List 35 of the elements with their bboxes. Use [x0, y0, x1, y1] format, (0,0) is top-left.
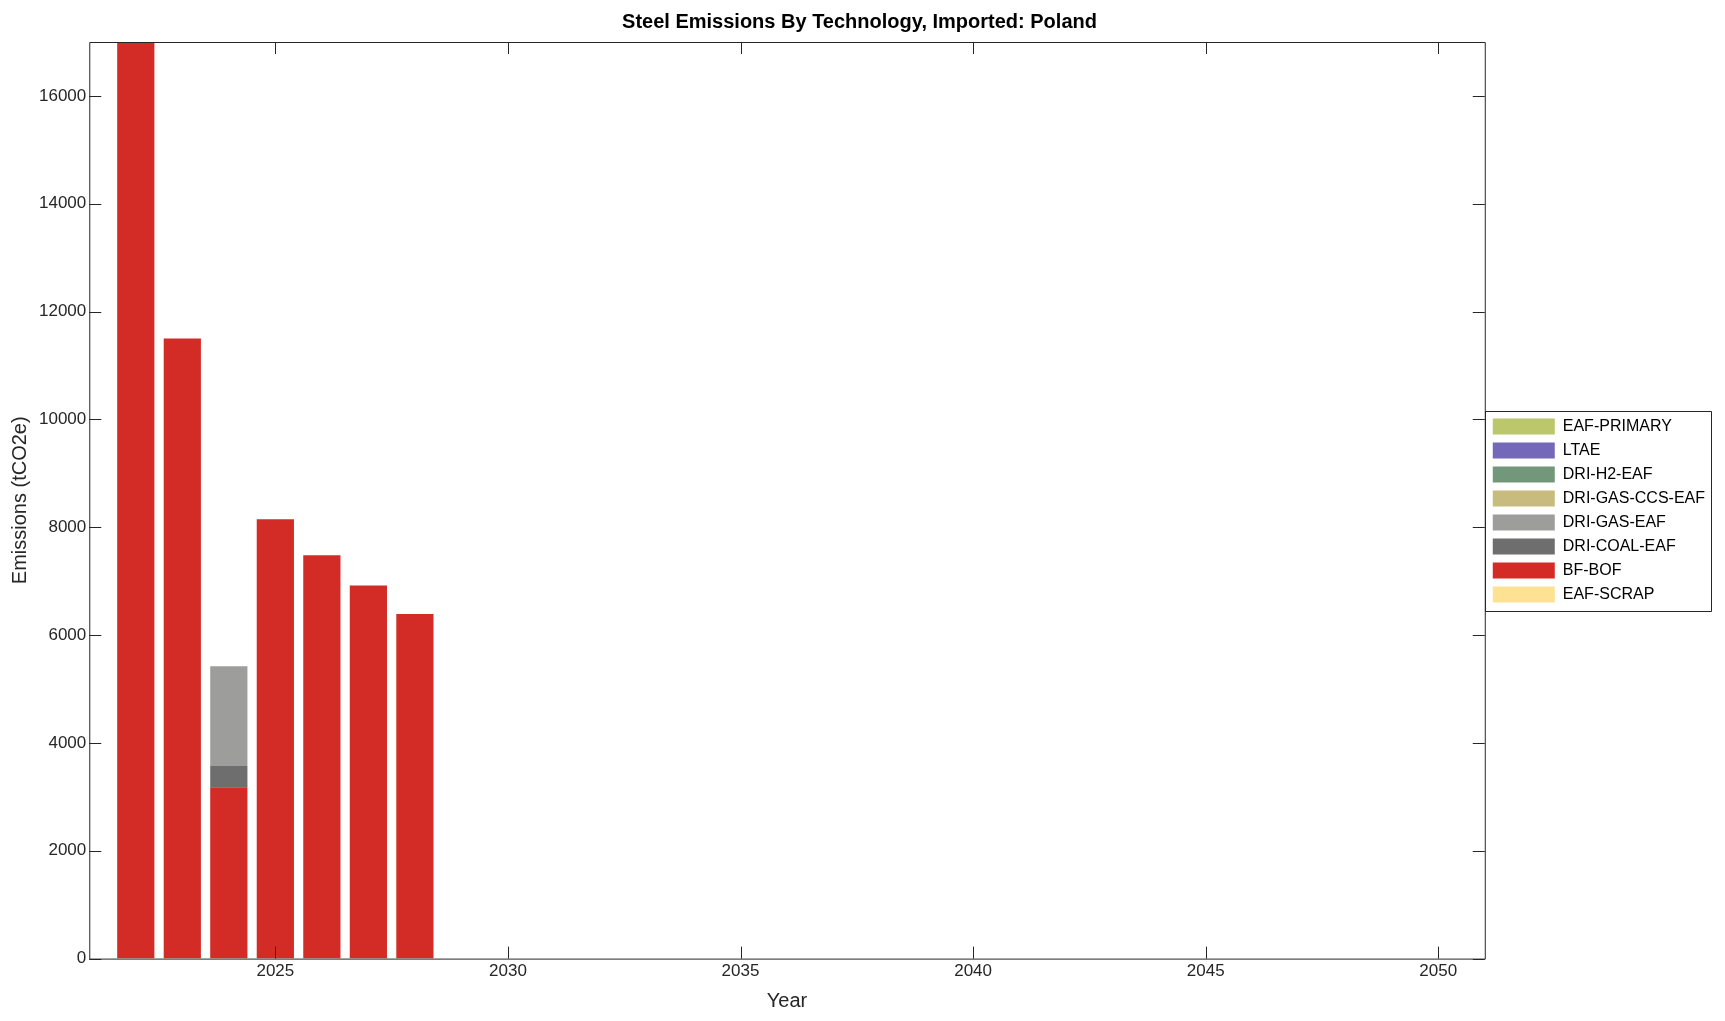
y-tick-label: 0: [76, 948, 87, 968]
bar: [210, 666, 248, 767]
bar: [349, 585, 387, 959]
y-axis-title: Emissions (tCO2e): [7, 416, 30, 585]
legend-label: DRI-GAS-EAF: [1562, 512, 1667, 530]
bar: [210, 787, 248, 959]
chart-title: Steel Emissions By Technology, Imported: Poland: [622, 9, 1097, 32]
y-tick-label: 14000: [38, 193, 87, 213]
y-tick-label: 4000: [48, 732, 87, 752]
legend-label: LTAE: [1562, 440, 1601, 458]
y-tick-label: 16000: [38, 85, 87, 105]
legend-label: DRI-GAS-CCS-EAF: [1562, 488, 1706, 506]
legend-label: BF-BOF: [1562, 560, 1622, 578]
legend-label: EAF-PRIMARY: [1562, 416, 1673, 434]
y-tick-label: 6000: [48, 624, 87, 644]
bar: [396, 614, 434, 959]
x-tick-label: 2030: [489, 961, 527, 981]
bar: [117, 42, 155, 959]
x-axis-title: Year: [766, 988, 808, 1011]
bar: [163, 338, 201, 959]
y-tick-label: 2000: [48, 840, 87, 860]
bar: [256, 519, 294, 959]
y-tick-label: 12000: [38, 301, 87, 321]
x-tick-label: 2025: [256, 961, 295, 981]
x-tick-label: 2035: [721, 961, 760, 981]
x-tick-label: 2050: [1419, 961, 1458, 981]
legend-label: DRI-COAL-EAF: [1562, 536, 1676, 554]
legend-label: EAF-SCRAP: [1562, 584, 1655, 602]
legend-label: DRI-H2-EAF: [1562, 464, 1653, 482]
y-tick-label: 10000: [38, 409, 87, 429]
x-tick-label: 2040: [954, 961, 992, 981]
x-tick-label: 2045: [1186, 961, 1225, 981]
y-tick-label: 8000: [48, 516, 87, 536]
bar: [210, 766, 248, 788]
bar: [303, 555, 341, 959]
